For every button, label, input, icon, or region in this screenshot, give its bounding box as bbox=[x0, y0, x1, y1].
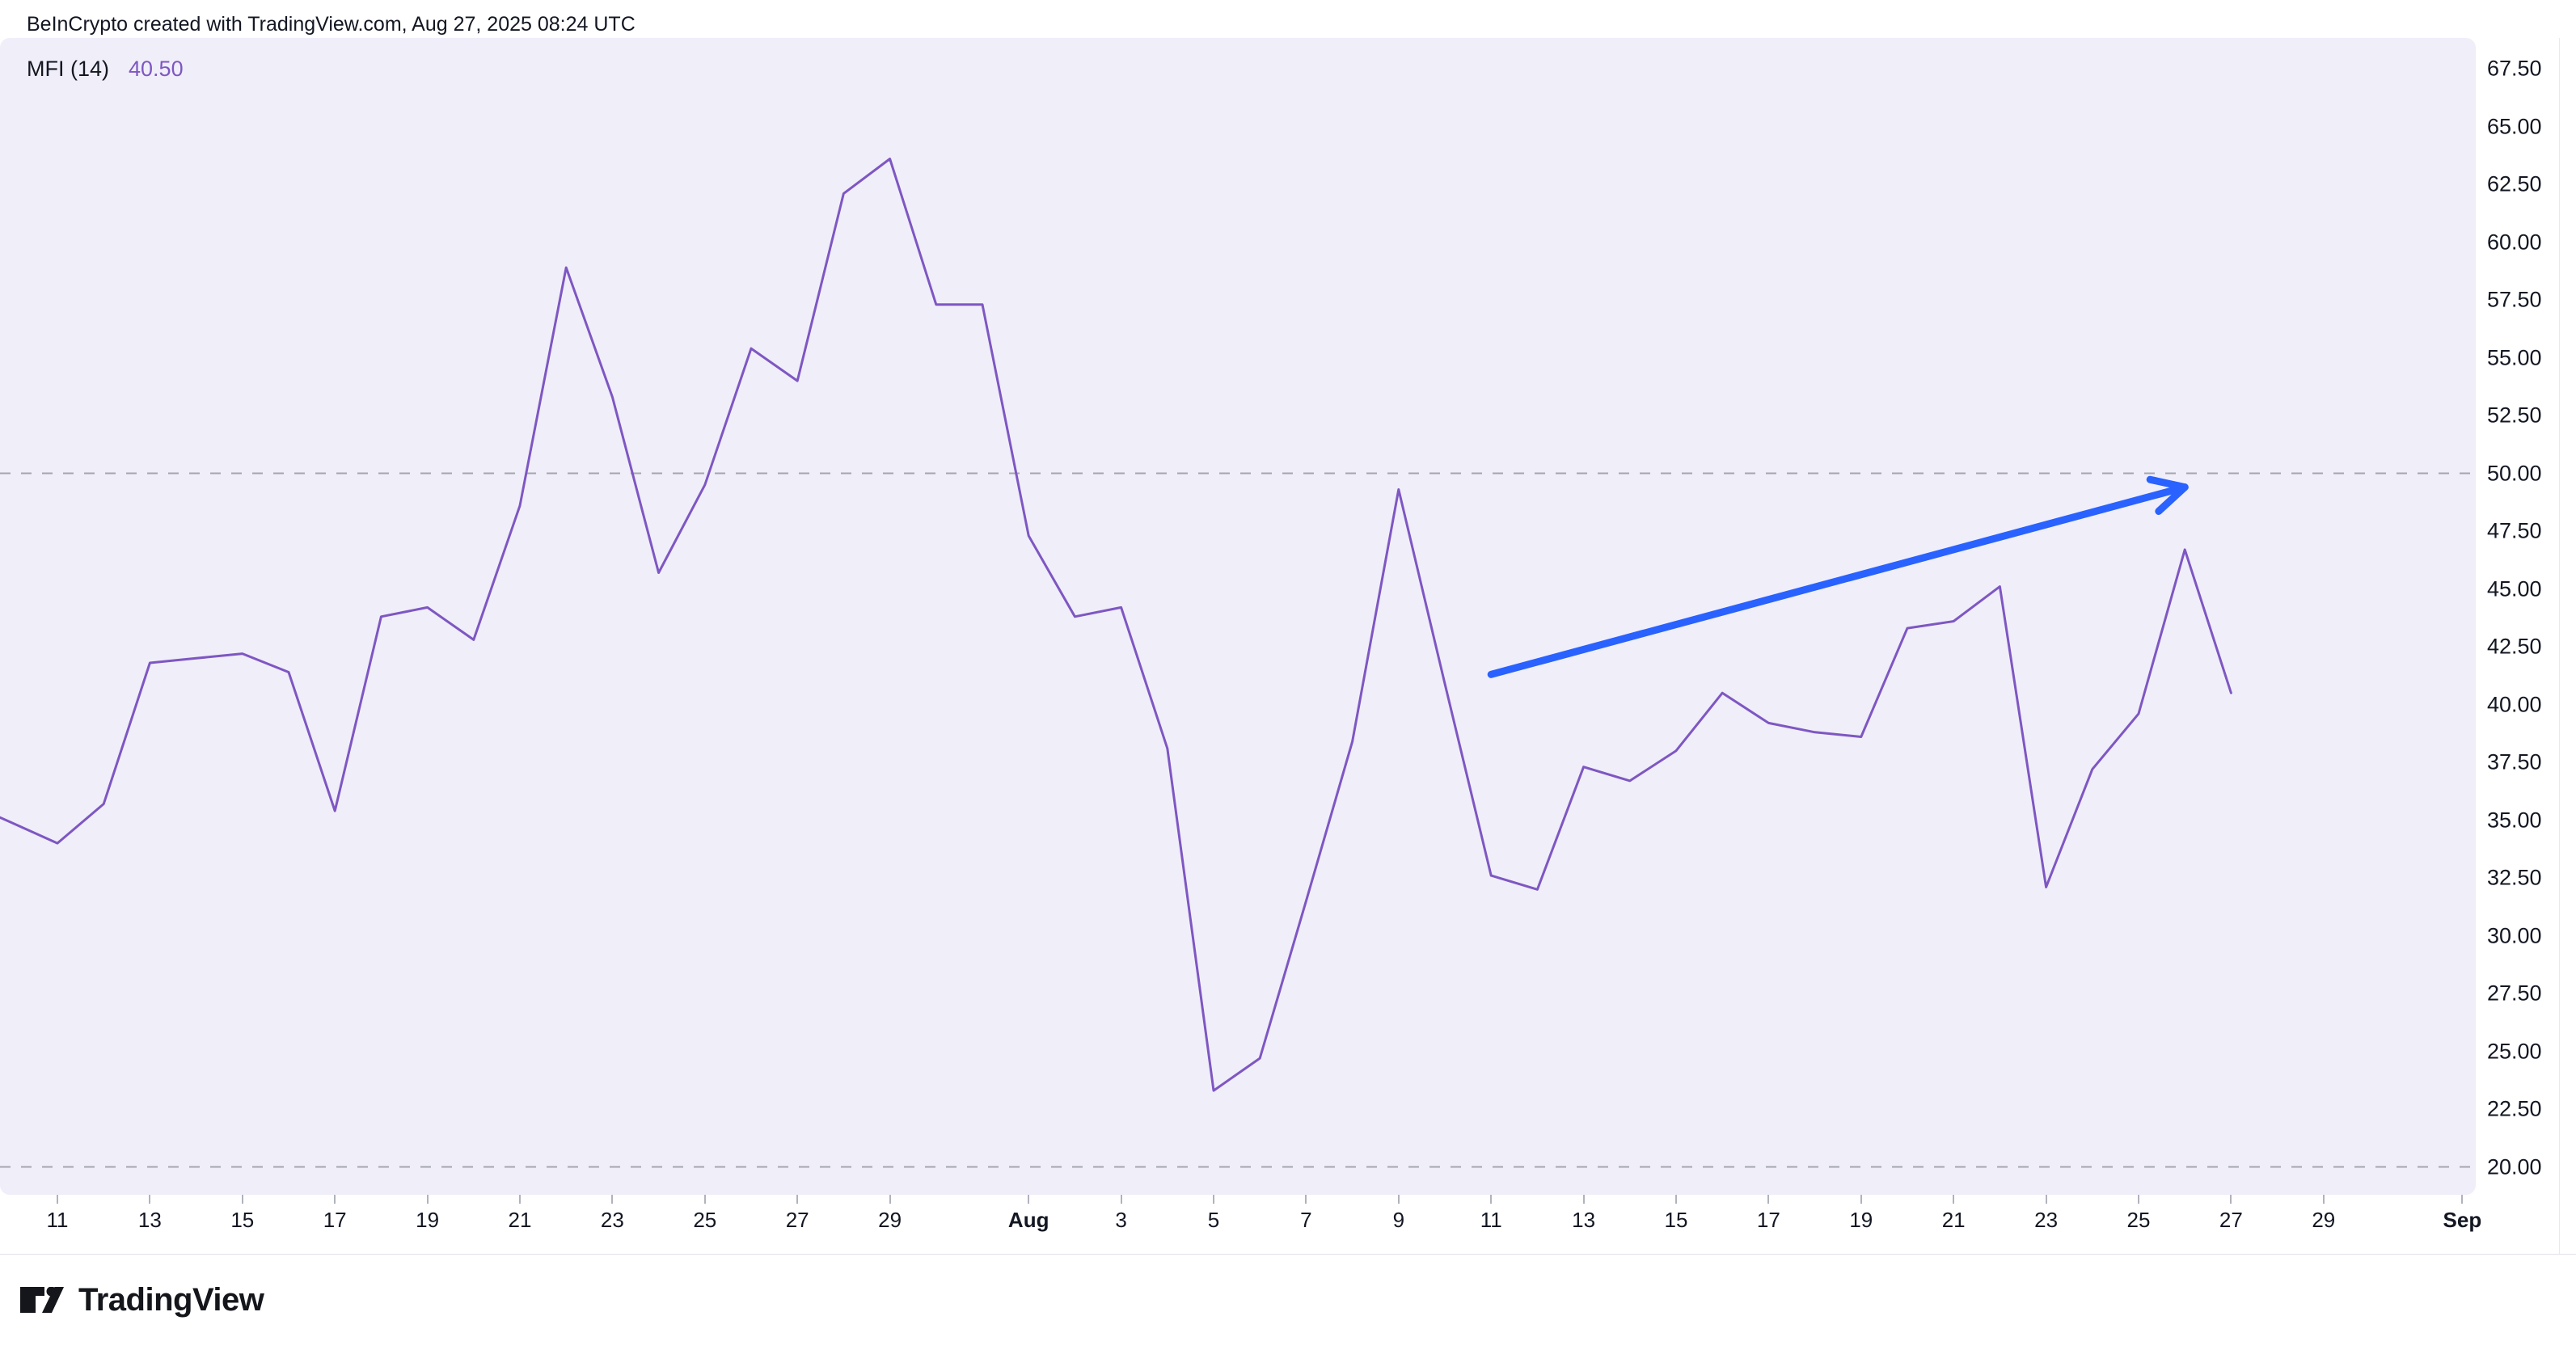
axis-border-line bbox=[2559, 38, 2560, 1254]
price-axis-label: 20.00 bbox=[2487, 1154, 2542, 1179]
time-axis-label: 17 bbox=[1756, 1208, 1780, 1232]
time-axis-tick bbox=[334, 1195, 336, 1204]
price-axis-label: 32.50 bbox=[2487, 865, 2542, 890]
time-axis-label: 21 bbox=[508, 1208, 532, 1232]
indicator-value: 40.50 bbox=[129, 57, 184, 81]
time-axis-tick bbox=[2138, 1195, 2139, 1204]
price-axis[interactable]: 67.50 65.00 62.50 60.00 57.50 55.00 52.50 50.00… bbox=[2476, 38, 2576, 1195]
price-axis-label: 45.00 bbox=[2487, 576, 2542, 601]
price-axis-label: 55.00 bbox=[2487, 345, 2542, 369]
price-axis-label: 35.00 bbox=[2487, 808, 2542, 832]
time-axis-label: 25 bbox=[2126, 1208, 2151, 1232]
time-axis-tick bbox=[889, 1195, 891, 1204]
time-axis-tick bbox=[1213, 1195, 1214, 1204]
price-axis-label: 67.50 bbox=[2487, 56, 2542, 81]
time-axis-label: Aug bbox=[1007, 1208, 1049, 1232]
indicator-legend[interactable]: MFI (14) 40.50 bbox=[27, 56, 184, 82]
time-axis-label: 13 bbox=[1572, 1208, 1596, 1232]
time-axis-tick bbox=[1120, 1195, 1122, 1204]
tradingview-logo[interactable]: TradingView bbox=[20, 1282, 264, 1318]
price-axis-label: 27.50 bbox=[2487, 981, 2542, 1006]
time-axis-tick bbox=[796, 1195, 799, 1204]
price-axis-label: 60.00 bbox=[2487, 230, 2542, 254]
trend-arrow-head-barb-2 bbox=[2146, 475, 2189, 491]
trend-arrow-shaft bbox=[1487, 483, 2189, 678]
time-axis-tick bbox=[1028, 1195, 1030, 1204]
attribution-title: BeInCrypto created with TradingView.com,… bbox=[27, 13, 636, 36]
time-axis-label: 9 bbox=[1392, 1208, 1405, 1232]
price-axis-label: 65.00 bbox=[2487, 114, 2542, 138]
mfi-line-series bbox=[0, 158, 2232, 1092]
price-axis-label: 57.50 bbox=[2487, 287, 2542, 312]
time-axis-label: 13 bbox=[137, 1208, 162, 1232]
price-axis-label: 47.50 bbox=[2487, 518, 2542, 543]
price-axis-label: 37.50 bbox=[2487, 749, 2542, 774]
time-axis-label: 25 bbox=[693, 1208, 717, 1232]
time-axis-tick bbox=[1305, 1195, 1307, 1204]
time-axis-tick bbox=[2322, 1195, 2325, 1204]
time-axis-label: 19 bbox=[1849, 1208, 1873, 1232]
time-axis-label: 7 bbox=[1300, 1208, 1312, 1232]
time-axis-tick bbox=[611, 1195, 614, 1204]
price-axis-label: 22.50 bbox=[2487, 1096, 2542, 1121]
time-axis-label: 19 bbox=[416, 1208, 440, 1232]
time-axis-label: 29 bbox=[878, 1208, 902, 1232]
time-axis-label: 11 bbox=[46, 1208, 69, 1232]
time-axis-label: 15 bbox=[1664, 1208, 1688, 1232]
price-axis-label: 62.50 bbox=[2487, 171, 2542, 196]
time-axis-label: 27 bbox=[2219, 1208, 2243, 1232]
time-axis-tick bbox=[241, 1195, 243, 1204]
time-axis-tick bbox=[2045, 1195, 2047, 1204]
brand-wordmark: TradingView bbox=[78, 1282, 264, 1318]
time-axis-label: 11 bbox=[1480, 1208, 1502, 1232]
price-axis-label: 40.00 bbox=[2487, 692, 2542, 716]
time-axis-tick bbox=[1675, 1195, 1677, 1204]
time-axis-tick bbox=[2461, 1195, 2464, 1204]
mfi-line-chart-canvas[interactable] bbox=[0, 38, 2476, 1195]
time-axis-label: 5 bbox=[1207, 1208, 1220, 1232]
time-axis-tick bbox=[1490, 1195, 1493, 1204]
tradingview-logo-icon bbox=[20, 1286, 64, 1313]
time-axis-label: 17 bbox=[323, 1208, 347, 1232]
time-axis-label: Sep bbox=[2443, 1208, 2482, 1232]
time-axis[interactable]: 11 13 15 17 19 21 23 25 27 29 Aug 3 5 7 9 11 13 15 17 19 21 2… bbox=[0, 1195, 2576, 1253]
price-axis-label: 50.00 bbox=[2487, 461, 2542, 485]
time-axis-tick bbox=[1582, 1195, 1585, 1204]
price-axis-label: 52.50 bbox=[2487, 403, 2542, 428]
frame-divider-line bbox=[0, 1254, 2576, 1255]
time-axis-label: 27 bbox=[785, 1208, 809, 1232]
time-axis-label: 23 bbox=[2034, 1208, 2059, 1232]
price-axis-label: 25.00 bbox=[2487, 1039, 2542, 1063]
time-axis-tick bbox=[1860, 1195, 1862, 1204]
time-axis-tick bbox=[1767, 1195, 1770, 1204]
price-axis-label: 30.00 bbox=[2487, 923, 2542, 947]
time-axis-label: 3 bbox=[1115, 1208, 1127, 1232]
chart-pane[interactable]: MFI (14) 40.50 bbox=[0, 38, 2476, 1195]
time-axis-label: 29 bbox=[2312, 1208, 2336, 1232]
time-axis-tick bbox=[519, 1195, 521, 1204]
time-axis-label: 23 bbox=[600, 1208, 624, 1232]
time-axis-label: 21 bbox=[1941, 1208, 1966, 1232]
time-axis-tick bbox=[2230, 1195, 2232, 1204]
price-axis-label: 42.50 bbox=[2487, 634, 2542, 659]
time-axis-label: 15 bbox=[230, 1208, 255, 1232]
indicator-name: MFI (14) bbox=[27, 57, 110, 81]
time-axis-tick bbox=[703, 1195, 706, 1204]
time-axis-tick bbox=[149, 1195, 151, 1204]
time-axis-tick bbox=[57, 1195, 58, 1204]
time-axis-tick bbox=[1953, 1195, 1955, 1204]
time-axis-tick bbox=[426, 1195, 429, 1204]
time-axis-tick bbox=[1397, 1195, 1400, 1204]
trend-arrow-head-barb-1 bbox=[2155, 483, 2189, 515]
